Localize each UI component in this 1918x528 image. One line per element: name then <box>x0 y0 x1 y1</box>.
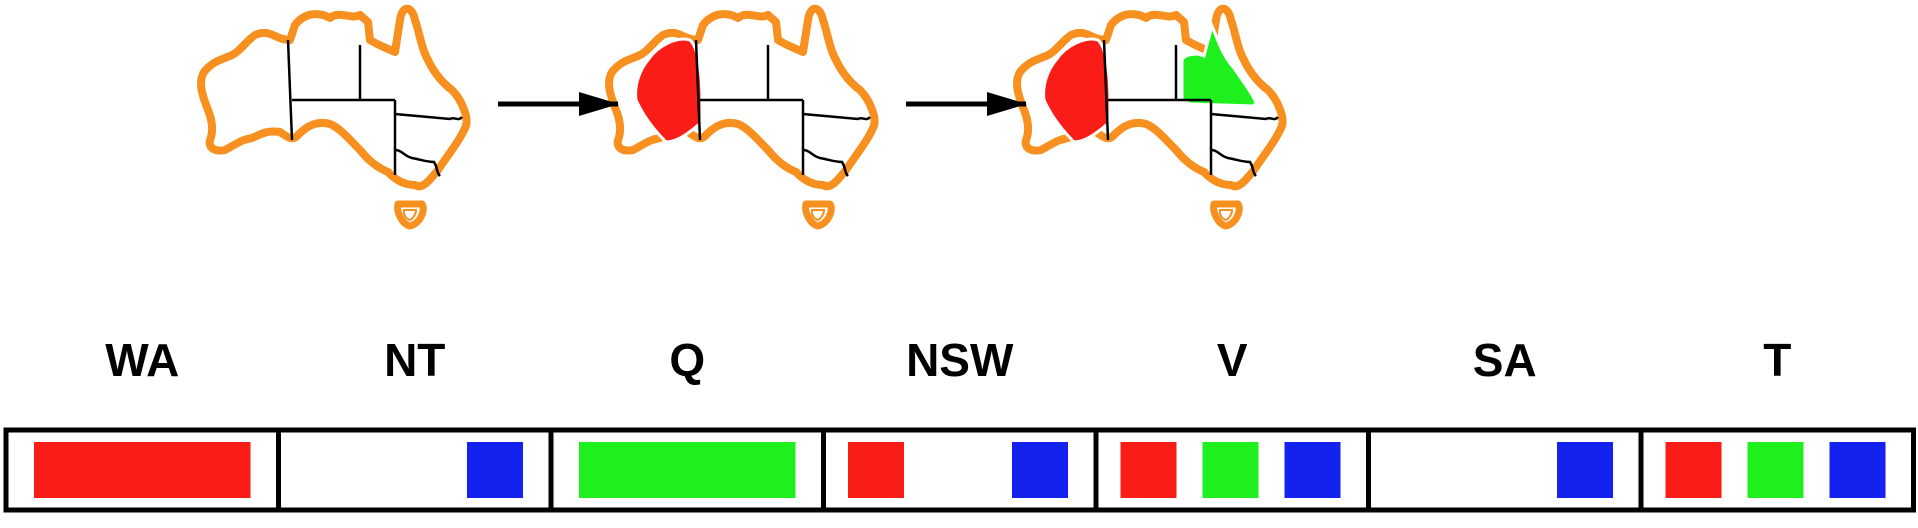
region-label: WA <box>105 334 179 386</box>
value-blue <box>467 442 523 498</box>
value-blue <box>1284 442 1341 498</box>
tasmania-outline <box>394 200 427 230</box>
state-border <box>1210 148 1257 177</box>
tasmania-outline <box>802 200 835 230</box>
australia-map-after-q <box>1013 4 1287 230</box>
state-border <box>286 39 294 141</box>
region-fill-q <box>1180 21 1258 108</box>
value-blue <box>1012 442 1068 498</box>
region-label: V <box>1217 334 1248 386</box>
state-border <box>802 148 849 177</box>
region-fill-wa <box>1042 37 1112 144</box>
state-border <box>1210 112 1279 121</box>
value-green <box>1747 442 1804 498</box>
domain-v: V <box>1093 334 1371 513</box>
region-label: NSW <box>906 334 1014 386</box>
state-border <box>802 112 871 121</box>
map-sequence <box>197 4 1287 230</box>
state-border <box>394 112 463 121</box>
region-fill-wa <box>634 37 704 144</box>
domain-table: WA NT Q NSW V SA T <box>3 334 1916 513</box>
domain-wa: WA <box>3 334 281 513</box>
value-red <box>1665 442 1722 498</box>
tasmania-detail <box>1218 209 1234 222</box>
state-border <box>694 39 702 141</box>
value-red <box>34 442 251 498</box>
tasmania-detail <box>810 209 826 222</box>
region-label: SA <box>1473 334 1537 386</box>
australia-map-after-wa <box>605 4 879 230</box>
value-red <box>848 442 904 498</box>
domain-nt: NT <box>276 334 554 513</box>
state-border <box>394 148 441 177</box>
value-green <box>579 442 796 498</box>
domain-q: Q <box>548 334 826 513</box>
value-blue <box>1557 442 1613 498</box>
domain-t: T <box>1638 334 1916 513</box>
australia-map-initial <box>197 4 471 230</box>
domain-sa: SA <box>1366 334 1644 513</box>
domain-nsw: NSW <box>821 334 1099 513</box>
value-green <box>1202 442 1259 498</box>
mainland-outline <box>197 4 471 191</box>
state-border <box>1102 39 1110 141</box>
region-label: T <box>1763 334 1791 386</box>
tasmania-detail <box>402 209 418 222</box>
region-label: Q <box>669 334 705 386</box>
value-blue <box>1829 442 1886 498</box>
tasmania-outline <box>1210 200 1243 230</box>
region-label: NT <box>384 334 445 386</box>
value-red <box>1120 442 1177 498</box>
